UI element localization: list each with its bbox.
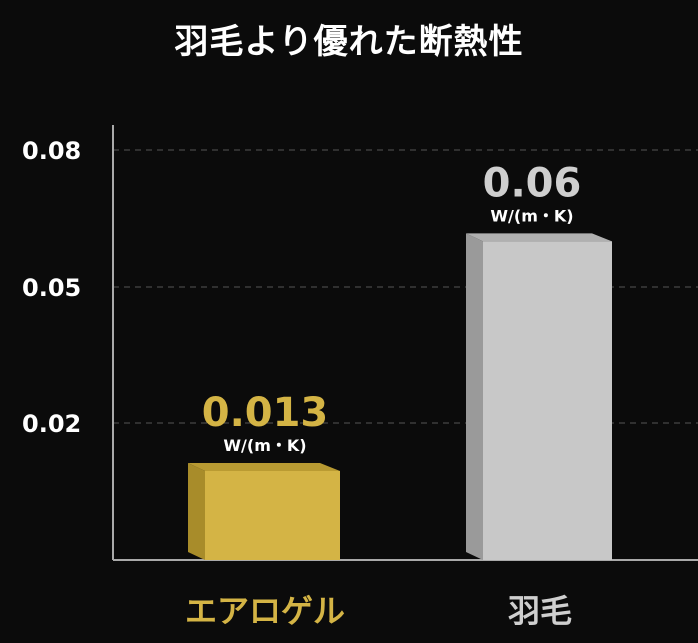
bar-side (188, 462, 205, 560)
unit-label: W/(m・K) (223, 436, 306, 455)
bar (483, 241, 612, 561)
data-label: 0.013 (202, 390, 329, 436)
bar-top (466, 233, 612, 242)
y-tick-label: 0.08 (22, 137, 81, 165)
bar-top (188, 462, 340, 471)
chart-title: 羽毛より優れた断熱性 (174, 22, 524, 62)
y-tick-label: 0.05 (22, 274, 81, 302)
bar-side (466, 233, 483, 561)
unit-label: W/(m・K) (490, 206, 573, 225)
data-label: 0.06 (483, 160, 582, 206)
category-label: エアロゲル (185, 592, 345, 630)
y-tick-label: 0.02 (22, 410, 81, 438)
bar (205, 470, 340, 560)
category-label: 羽毛 (508, 592, 572, 630)
